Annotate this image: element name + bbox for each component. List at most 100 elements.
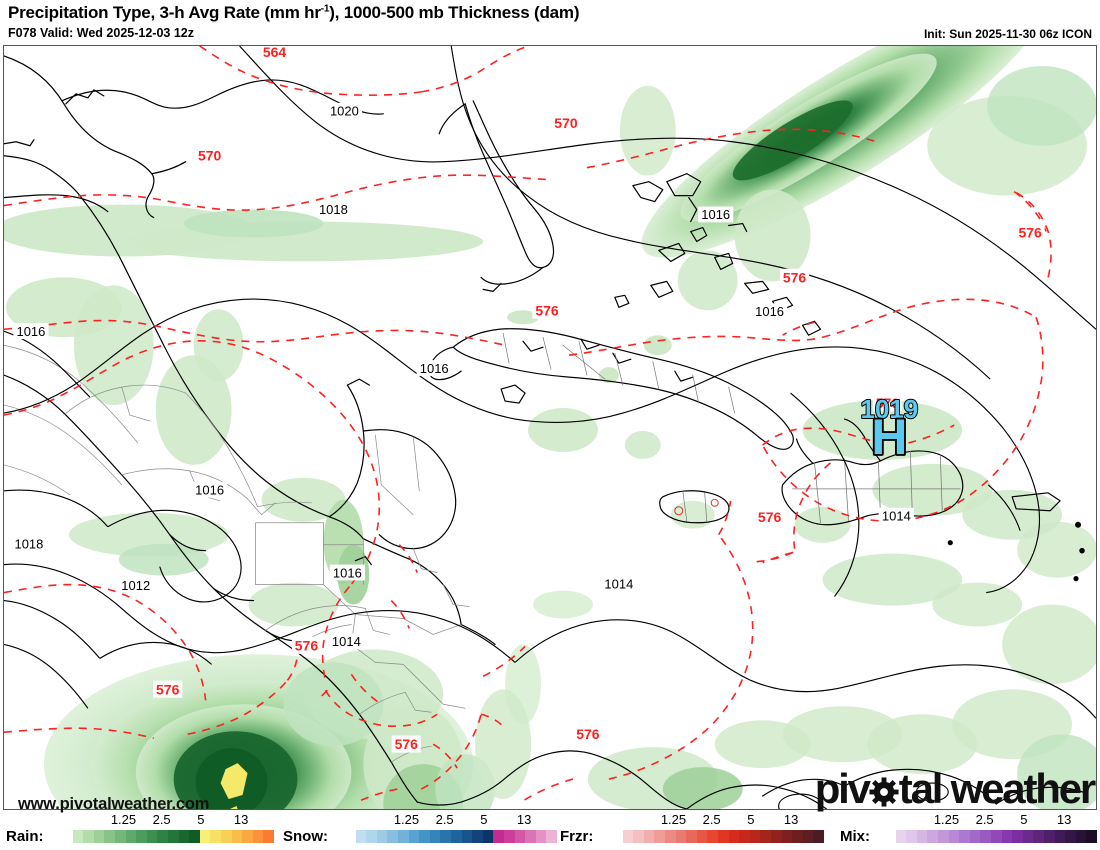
legend-group-mix: Mix: 1.25 2.5 5 13 bbox=[0, 812, 1100, 850]
legend-ticks-rain: 1.25 2.5 5 13 bbox=[62, 812, 274, 828]
precipitation-layer bbox=[4, 46, 1096, 809]
legend-swatch bbox=[990, 830, 1002, 843]
legend-label-mix: Mix: bbox=[840, 828, 870, 845]
legend-swatch bbox=[622, 830, 634, 843]
legend-swatch bbox=[717, 830, 729, 843]
legend-group-rain: Rain: 1.25 2.5 5 13 bbox=[0, 812, 1100, 850]
contour-label: 576 bbox=[758, 509, 782, 525]
legend-swatch bbox=[199, 830, 211, 843]
legend-swatch bbox=[1033, 830, 1044, 843]
contour-label: 1016 bbox=[701, 207, 730, 222]
legend-swatch bbox=[760, 830, 771, 843]
legend-swatch bbox=[916, 830, 928, 843]
thickness-contour-layer bbox=[4, 46, 1052, 803]
legend-swatch bbox=[62, 830, 73, 843]
legend-colorbar-frzr[interactable] bbox=[612, 830, 824, 843]
contour-label: 570 bbox=[554, 115, 578, 131]
legend-swatch bbox=[675, 830, 687, 843]
legend-swatch bbox=[749, 830, 761, 843]
legend-swatch bbox=[83, 830, 94, 843]
thickness-contour-labels: 564 570 570 576 576 576 576 576 576 576 576 576 bbox=[153, 46, 1045, 753]
legend-swatch bbox=[525, 830, 536, 843]
legend-swatch bbox=[450, 830, 462, 843]
legend-swatch bbox=[125, 830, 137, 843]
legend-tick-value: 5 bbox=[197, 812, 205, 827]
legend-swatch bbox=[781, 830, 793, 843]
contour-label: 576 bbox=[576, 726, 600, 742]
legend-swatch bbox=[696, 830, 708, 843]
contour-label: 1016 bbox=[420, 361, 449, 376]
legend-swatch bbox=[472, 830, 483, 843]
legend-tick-value: 13 bbox=[233, 812, 249, 827]
high-pressure-symbol: H bbox=[871, 409, 907, 465]
legend-swatch bbox=[1065, 830, 1076, 843]
title-main: Precipitation Type, 3-h Avg Rate (mm hr bbox=[8, 3, 321, 22]
contour-label: 1014 bbox=[882, 508, 911, 523]
legend-swatch bbox=[440, 830, 451, 843]
legend-swatch bbox=[419, 830, 430, 843]
legend-tick-value: 1.25 bbox=[393, 812, 420, 827]
legend-tick-value: 13 bbox=[516, 812, 532, 827]
legend-swatch bbox=[408, 830, 420, 843]
legend-swatch bbox=[906, 830, 917, 843]
legend-swatch bbox=[355, 830, 367, 843]
legend-swatch bbox=[813, 830, 824, 843]
legend-swatch bbox=[654, 830, 665, 843]
legend-swatch bbox=[728, 830, 740, 843]
contour-label: 576 bbox=[1018, 225, 1042, 241]
gear-icon bbox=[869, 772, 899, 807]
legend-swatch bbox=[802, 830, 814, 843]
legend-tick-value: 1.25 bbox=[660, 812, 687, 827]
contour-label: 576 bbox=[395, 736, 419, 752]
legend-group-snow: Snow: 1.25 2.5 5 13 bbox=[0, 812, 1100, 850]
legend-swatch bbox=[93, 830, 105, 843]
legend-swatch bbox=[885, 830, 896, 843]
valid-time-label: F078 Valid: Wed 2025-12-03 12z bbox=[8, 26, 194, 40]
contour-label: 1016 bbox=[333, 565, 362, 580]
map-canvas[interactable]: 1020 1018 1016 1016 1016 1016 1016 1018 1012 1016… bbox=[3, 45, 1097, 810]
contour-label: 1020 bbox=[330, 104, 359, 119]
legend-swatch bbox=[231, 830, 243, 843]
legend-swatch bbox=[72, 830, 84, 843]
init-time-label: Init: Sun 2025-11-30 06z ICON bbox=[923, 27, 1092, 41]
contour-label: 576 bbox=[156, 681, 180, 697]
legend-colorbar-mix[interactable] bbox=[885, 830, 1097, 843]
legend-tick-value: 1.25 bbox=[933, 812, 960, 827]
legend-swatch bbox=[937, 830, 949, 843]
contour-label: 1012 bbox=[121, 578, 150, 593]
legend-tick-value: 1.25 bbox=[110, 812, 137, 827]
legend-swatch bbox=[397, 830, 409, 843]
legend-swatch bbox=[1086, 830, 1097, 843]
legend-swatch bbox=[1075, 830, 1087, 843]
legend-tick-value: 5 bbox=[480, 812, 488, 827]
map-header: Precipitation Type, 3-h Avg Rate (mm hr-… bbox=[0, 0, 1100, 46]
legend-swatch bbox=[263, 830, 274, 843]
legend-swatch bbox=[387, 830, 398, 843]
legend-colorbar-rain[interactable] bbox=[62, 830, 274, 843]
contour-label: 570 bbox=[198, 148, 222, 164]
legend-bar: Rain: 1.25 2.5 5 13 Snow: 1.25 2.5 5 13 Frzr: 1.25 2… bbox=[0, 812, 1100, 850]
legend-tick-value: 5 bbox=[747, 812, 755, 827]
legend-swatch bbox=[104, 830, 115, 843]
legend-swatch bbox=[535, 830, 547, 843]
contour-label: 1014 bbox=[604, 576, 633, 591]
legend-swatch bbox=[178, 830, 190, 843]
legend-swatch bbox=[1022, 830, 1034, 843]
legend-swatch bbox=[366, 830, 377, 843]
legend-swatch bbox=[739, 830, 750, 843]
legend-swatch bbox=[514, 830, 526, 843]
legend-swatch bbox=[210, 830, 221, 843]
legend-tick-value: 2.5 bbox=[435, 812, 454, 827]
map-svg: 1020 1018 1016 1016 1016 1016 1016 1018 1012 1016… bbox=[4, 46, 1096, 809]
high-pressure-value: 1019 bbox=[861, 396, 919, 424]
legend-swatch bbox=[969, 830, 981, 843]
contour-label: 1018 bbox=[319, 202, 348, 217]
legend-swatch bbox=[136, 830, 147, 843]
legend-swatch bbox=[345, 830, 356, 843]
legend-tick-value: 2.5 bbox=[975, 812, 994, 827]
legend-swatch bbox=[792, 830, 803, 843]
legend-colorbar-snow[interactable] bbox=[345, 830, 557, 843]
contour-label: 576 bbox=[783, 269, 807, 285]
